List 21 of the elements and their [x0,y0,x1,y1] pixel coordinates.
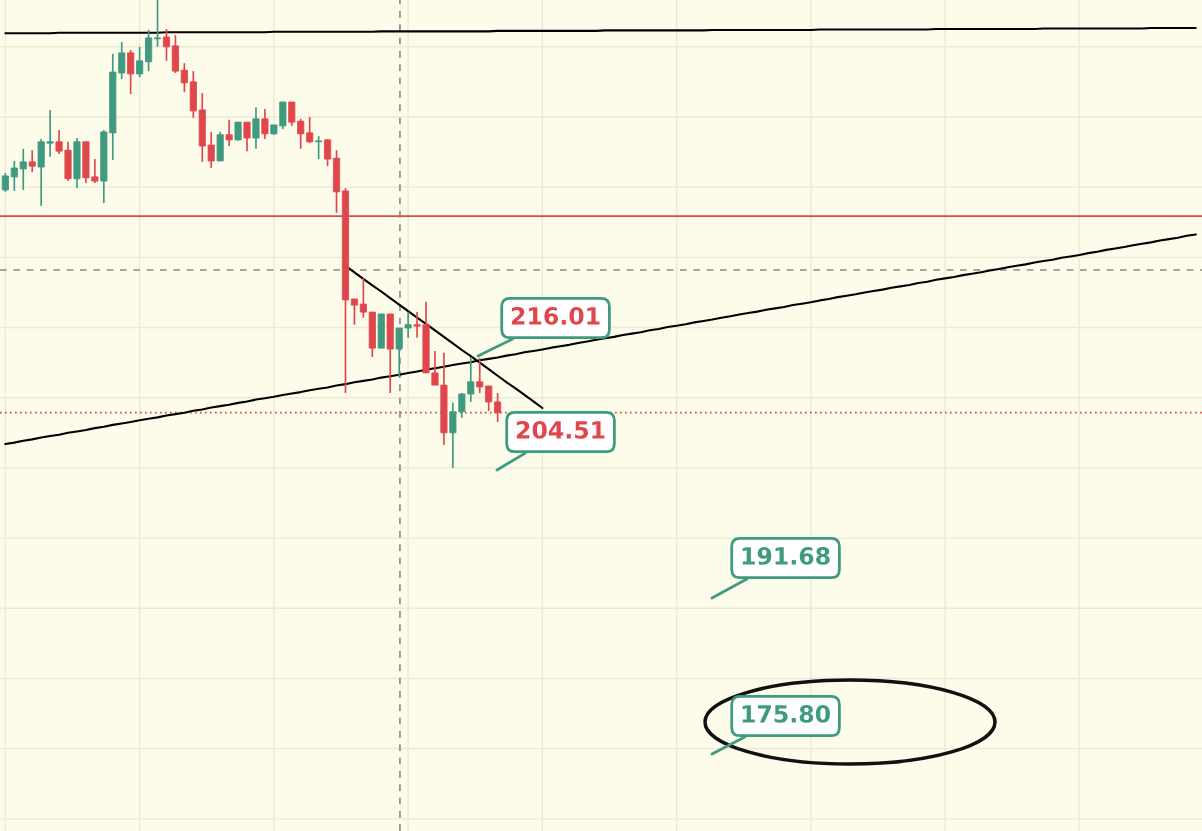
candlestick [243,121,251,152]
candlestick [350,298,358,326]
candlestick [28,149,36,174]
candlestick [136,45,144,79]
candlestick [234,121,242,142]
candlestick [162,28,171,62]
annotation: 204.51 [516,420,605,439]
candlestick [1,172,9,193]
candlestick [252,106,260,150]
text: 175.80 [742,704,830,723]
text: 191.68 [742,546,830,565]
candlestick [127,49,135,95]
candlestick [315,135,323,160]
candlestick [225,118,233,147]
candlestick [145,29,153,72]
candlestick [153,0,162,48]
candlestick [359,277,367,319]
candlestick [180,62,188,94]
annotation: 216.01 [511,306,600,325]
candlestick [324,138,332,167]
candlestick [261,108,269,140]
